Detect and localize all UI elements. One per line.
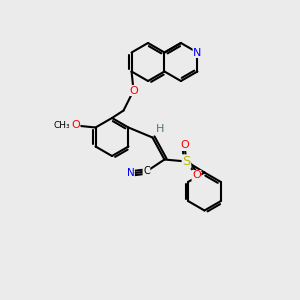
Text: S: S — [182, 155, 190, 168]
Text: N: N — [193, 47, 202, 58]
Text: N: N — [127, 169, 134, 178]
Text: H: H — [156, 124, 165, 134]
Text: O: O — [71, 121, 80, 130]
Text: O: O — [129, 85, 138, 95]
Text: O: O — [192, 170, 201, 181]
Text: C: C — [143, 167, 150, 176]
Text: CH₃: CH₃ — [53, 121, 70, 130]
Text: O: O — [180, 140, 189, 151]
